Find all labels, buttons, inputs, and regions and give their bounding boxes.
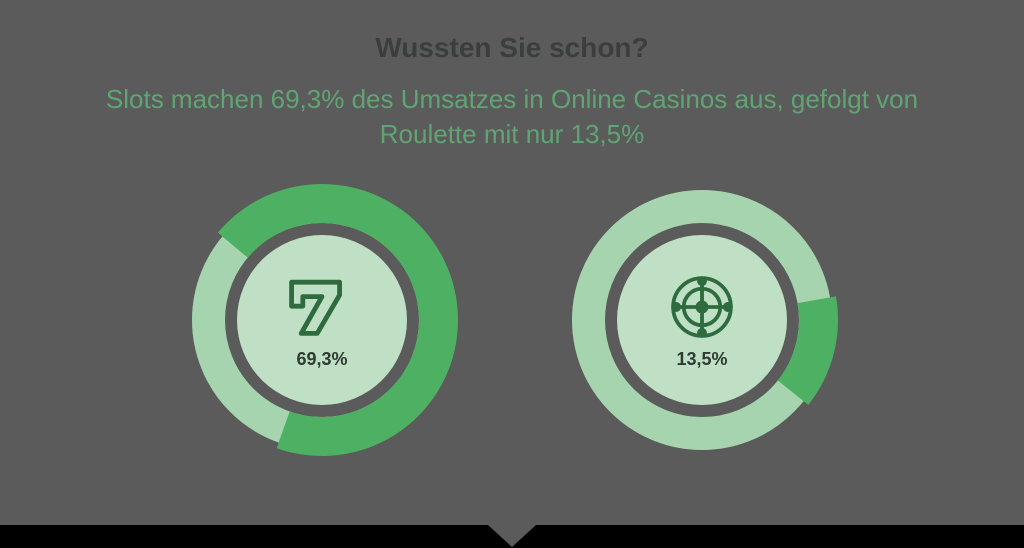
donut-center-slots: 69,3% xyxy=(237,235,407,405)
seven-icon xyxy=(278,271,366,343)
donut-pct-slots: 69,3% xyxy=(296,349,347,370)
charts-row: 69,3% xyxy=(60,180,964,460)
donut-chart-roulette: 13,5% xyxy=(562,180,842,460)
donut-chart-slots: 69,3% xyxy=(182,180,462,460)
donut-pct-roulette: 13,5% xyxy=(676,349,727,370)
pointer-triangle xyxy=(488,525,536,547)
roulette-icon xyxy=(658,271,746,343)
info-card: Wussten Sie schon? Slots machen 69,3% de… xyxy=(0,0,1024,525)
card-subtitle: Slots machen 69,3% des Umsatzes in Onlin… xyxy=(102,82,922,152)
donut-center-roulette: 13,5% xyxy=(617,235,787,405)
card-title: Wussten Sie schon? xyxy=(60,32,964,64)
